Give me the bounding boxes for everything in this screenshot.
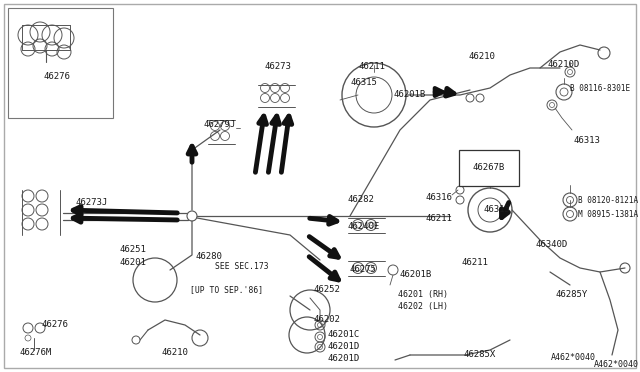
Text: 46279J: 46279J: [204, 120, 236, 129]
Text: 46201B: 46201B: [394, 90, 426, 99]
Text: 46316: 46316: [425, 193, 452, 202]
Text: 46276: 46276: [42, 320, 68, 329]
Text: A462*0040: A462*0040: [551, 353, 596, 362]
Text: 46273: 46273: [264, 62, 291, 71]
Text: 46240E: 46240E: [348, 222, 380, 231]
Text: 46315: 46315: [351, 78, 378, 87]
Text: 46210: 46210: [161, 348, 188, 357]
Text: 46315: 46315: [483, 205, 510, 214]
Text: 46201C: 46201C: [328, 330, 360, 339]
Text: 46252: 46252: [314, 285, 341, 294]
Bar: [8, 8, 113, 118]
Text: 46285Y: 46285Y: [556, 290, 588, 299]
Text: 46340D: 46340D: [535, 240, 567, 249]
Text: 46276M: 46276M: [20, 348, 52, 357]
Text: B 08116-8301E: B 08116-8301E: [570, 84, 630, 93]
Text: B 08120-8121A: B 08120-8121A: [578, 196, 638, 205]
Text: [UP TO SEP.'86]: [UP TO SEP.'86]: [190, 285, 263, 294]
Text: 46201: 46201: [120, 258, 147, 267]
Text: 46273J: 46273J: [76, 198, 108, 207]
Text: 46313: 46313: [574, 136, 601, 145]
Text: 46210D: 46210D: [548, 60, 580, 69]
Text: 46201 (RH): 46201 (RH): [398, 290, 448, 299]
Text: 46251: 46251: [120, 245, 147, 254]
Text: M 08915-1381A: M 08915-1381A: [578, 210, 638, 219]
Text: 46211: 46211: [358, 62, 385, 71]
Text: 46267B: 46267B: [473, 170, 505, 179]
Text: 46211: 46211: [425, 214, 452, 223]
Text: 46276: 46276: [44, 72, 70, 81]
Text: 46201D: 46201D: [328, 342, 360, 351]
Text: 46285X: 46285X: [464, 350, 496, 359]
Text: 46267B: 46267B: [473, 164, 505, 173]
Text: A462*0040: A462*0040: [594, 360, 639, 369]
Text: SEE SEC.173: SEE SEC.173: [215, 262, 269, 271]
Text: 46275: 46275: [350, 265, 377, 274]
Text: 46202 (LH): 46202 (LH): [398, 302, 448, 311]
Text: 46280: 46280: [196, 252, 223, 261]
Text: 46211: 46211: [462, 258, 489, 267]
Text: 46210: 46210: [468, 52, 495, 61]
Text: 46201D: 46201D: [328, 354, 360, 363]
Text: 46201B: 46201B: [400, 270, 432, 279]
Circle shape: [187, 211, 197, 221]
Text: 46202: 46202: [314, 315, 341, 324]
Text: 46282: 46282: [348, 195, 375, 204]
